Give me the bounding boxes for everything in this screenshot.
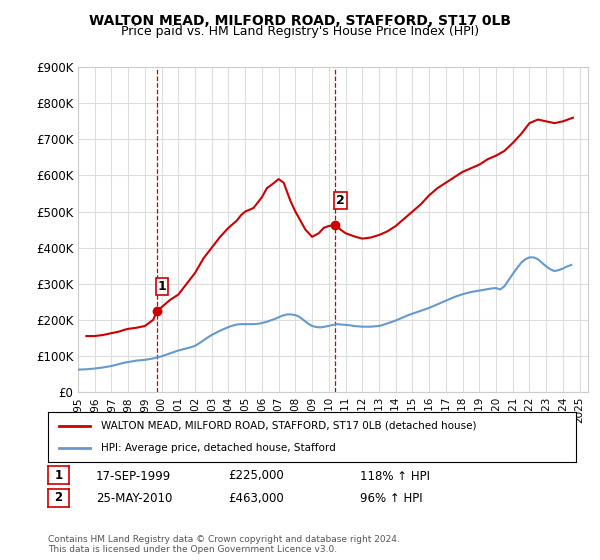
Text: 2: 2 <box>55 491 62 505</box>
Text: 17-SEP-1999: 17-SEP-1999 <box>96 469 171 483</box>
Text: 25-MAY-2010: 25-MAY-2010 <box>96 492 172 505</box>
Text: Price paid vs. HM Land Registry's House Price Index (HPI): Price paid vs. HM Land Registry's House … <box>121 25 479 38</box>
Text: WALTON MEAD, MILFORD ROAD, STAFFORD, ST17 0LB (detached house): WALTON MEAD, MILFORD ROAD, STAFFORD, ST1… <box>101 421 476 431</box>
Text: WALTON MEAD, MILFORD ROAD, STAFFORD, ST17 0LB: WALTON MEAD, MILFORD ROAD, STAFFORD, ST1… <box>89 14 511 28</box>
Text: 1: 1 <box>55 469 62 482</box>
Text: Contains HM Land Registry data © Crown copyright and database right 2024.
This d: Contains HM Land Registry data © Crown c… <box>48 535 400 554</box>
Text: 118% ↑ HPI: 118% ↑ HPI <box>360 469 430 483</box>
Text: HPI: Average price, detached house, Stafford: HPI: Average price, detached house, Staf… <box>101 443 335 453</box>
Text: £463,000: £463,000 <box>228 492 284 505</box>
Text: 96% ↑ HPI: 96% ↑ HPI <box>360 492 422 505</box>
Text: 2: 2 <box>336 194 345 207</box>
Text: £225,000: £225,000 <box>228 469 284 483</box>
Text: 1: 1 <box>158 280 166 293</box>
